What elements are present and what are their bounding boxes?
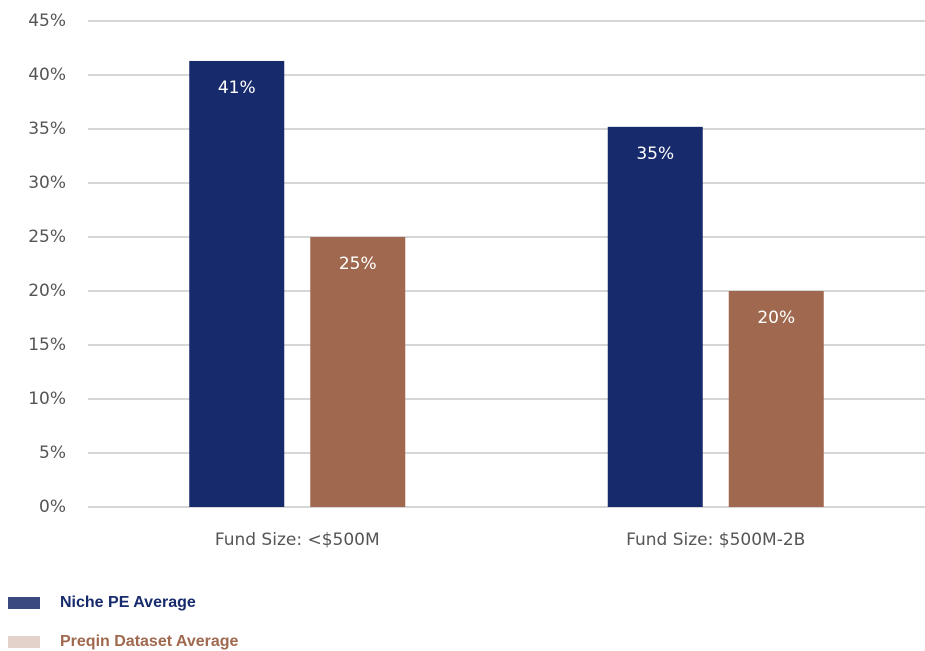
value-label: 41% [218, 78, 256, 98]
x-tick-label: Fund Size: $500M-2B [626, 530, 805, 550]
bar [607, 126, 703, 507]
y-tick-label: 0% [39, 497, 66, 517]
y-tick-label: 35% [28, 119, 66, 139]
x-tick-label: Fund Size: <$500M [215, 530, 380, 550]
legend-label: Niche PE Average [60, 594, 196, 611]
legend-swatch [8, 597, 40, 609]
bar [728, 291, 824, 507]
legend-swatch [8, 636, 40, 648]
y-tick-label: 25% [28, 227, 66, 247]
y-tick-label: 40% [28, 65, 66, 85]
y-tick-label: 30% [28, 173, 66, 193]
value-label: 35% [636, 144, 674, 164]
y-tick-label: 45% [28, 11, 66, 31]
legend-label: Preqin Dataset Average [60, 633, 239, 650]
value-label: 25% [339, 254, 377, 274]
value-label: 20% [757, 308, 795, 328]
y-tick-label: 20% [28, 281, 66, 301]
y-tick-label: 5% [39, 443, 66, 463]
y-tick-label: 10% [28, 389, 66, 409]
y-tick-label: 15% [28, 335, 66, 355]
bar [310, 237, 406, 507]
bar [189, 60, 285, 508]
